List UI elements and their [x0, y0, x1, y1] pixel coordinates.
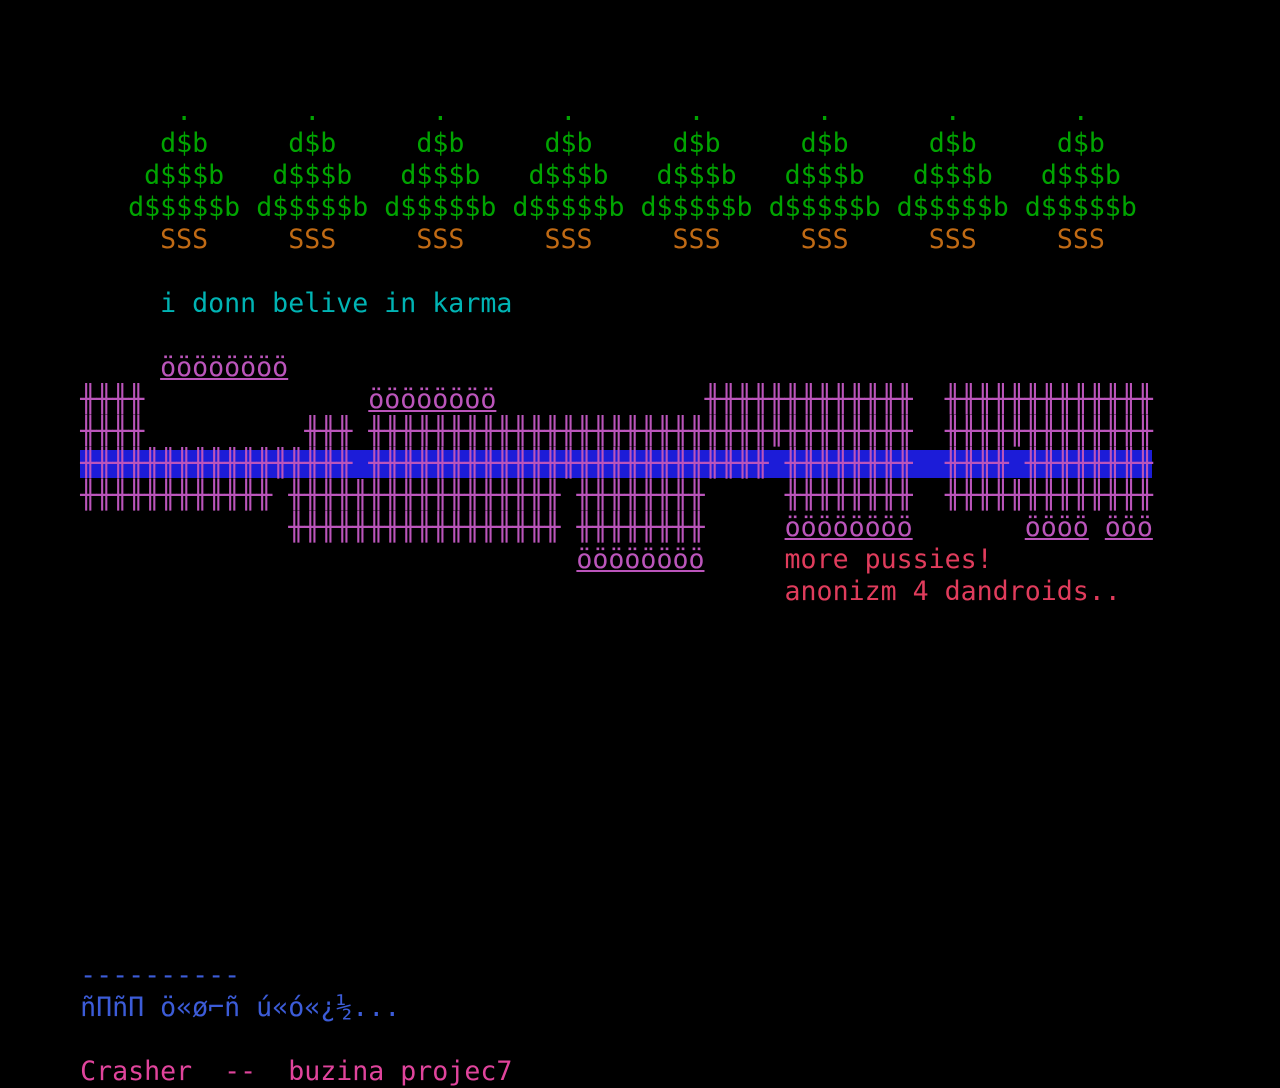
tree-top: . [944, 96, 961, 127]
tree-top: . [432, 96, 449, 127]
fence-block: ╫╫╫╫╫╫╫╫╫╫╫╫╫ [944, 384, 1153, 415]
tree-canopy: d$b [928, 128, 977, 159]
tree-top: . [304, 96, 321, 127]
more-pussies-text: more pussies! [784, 544, 993, 575]
tree-top: . [688, 96, 705, 127]
tree-top: . [1072, 96, 1089, 127]
tree-canopy: d$$$b [528, 160, 609, 191]
fence-block: ╫╫╫╫╫╫╫╫╫╫╫╫ [80, 480, 273, 511]
tree-trunk: SSS [288, 224, 337, 255]
art-line: d$$$b d$$$b d$$$b d$$$b d$$$b d$$$b d$$$… [0, 160, 1121, 192]
fence-block: ╫╫╫╫╫╫╫╫╫╫╫╫╫ [944, 480, 1153, 511]
tree-top: . [560, 96, 577, 127]
tree-canopy: d$$$$$b [256, 192, 369, 223]
tree-canopy: d$$$b [272, 160, 353, 191]
karma-text: i donn belive in karma [160, 288, 513, 319]
art-line: . . . . . . . . [0, 96, 1089, 128]
art-line: d$b d$b d$b d$b d$b d$b d$b d$b [0, 128, 1105, 160]
tree-trunk: SSS [544, 224, 593, 255]
tree-canopy: d$$$$$b [384, 192, 497, 223]
tree-top: . [176, 96, 193, 127]
blue-bar [80, 450, 1152, 478]
fence-block: ╫╫╫ [304, 416, 353, 447]
art-line: ╫╫╫╫╫╫╫╫╫╫╫╫╫╫╫╫╫ ╫╫╫╫╫╫╫╫ öööööööö öööö… [0, 512, 1153, 544]
tree-canopy: d$$$b [912, 160, 993, 191]
tree-canopy: d$$$b [784, 160, 865, 191]
tree-canopy: d$$$$$b [896, 192, 1009, 223]
tree-canopy: d$$$b [400, 160, 481, 191]
fence-ornament: ööö [1104, 512, 1153, 543]
art-line: anonizm 4 dandroids.. [0, 576, 1121, 608]
art-line: ╫╫╫╫ ╫╫╫ ╫╫╫╫╫╫╫╫╫╫╫╫╫╫╫╫╫╫╫╫╫╫╫╫╫╫╫╫╫╫╫… [0, 416, 1153, 448]
tree-canopy: d$b [800, 128, 849, 159]
tree-canopy: d$$$$$b [128, 192, 241, 223]
fence-ornament: öööööööö [784, 512, 913, 543]
tree-trunk: SSS [800, 224, 849, 255]
fence-block: ╫╫╫╫╫╫╫╫ [576, 480, 705, 511]
fence-block: ╫╫╫╫╫╫╫╫╫╫╫╫╫╫╫╫╫ [288, 512, 561, 543]
tree-canopy: d$$$$$b [512, 192, 625, 223]
tree-trunk: SSS [1056, 224, 1105, 255]
tree-trunk: SSS [416, 224, 465, 255]
fence-block: ╫╫╫╫╫╫╫╫╫╫╫╫╫ [944, 416, 1153, 447]
art-line: öööööööö [0, 352, 288, 384]
tree-canopy: d$$$$$b [640, 192, 753, 223]
divider-dashes: ---------- [80, 960, 241, 991]
tree-canopy: d$b [416, 128, 465, 159]
fence-block: ╫╫╫╫╫╫╫╫ [784, 480, 913, 511]
tree-trunk: SSS [928, 224, 977, 255]
art-line: i donn belive in karma [0, 288, 512, 320]
fence-block: ╫╫╫╫╫╫╫╫ [784, 448, 913, 479]
fence-block: ╫╫╫╫ [80, 416, 145, 447]
fence-block: ╫╫╫╫ [944, 448, 1009, 479]
fence-ornament: öööö [1024, 512, 1089, 543]
tree-canopy: d$$$$$b [1024, 192, 1137, 223]
fence-block: ╫╫╫╫╫╫╫╫╫╫╫╫╫ [704, 384, 913, 415]
fence-block: ╫╫╫╫╫╫╫╫╫╫╫╫╫╫╫╫╫╫╫╫╫╫╫╫╫ [368, 448, 769, 479]
fence-block: ╫╫╫╫╫╫╫╫ [1024, 448, 1153, 479]
signature-text: Crasher -- buzina projec7 [80, 1056, 513, 1087]
anonizm-text: anonizm 4 dandroids.. [784, 576, 1121, 607]
fence-block: ╫╫╫╫╫╫╫╫╫╫╫╫╫╫╫╫╫ [80, 448, 353, 479]
tree-canopy: d$$$b [1040, 160, 1121, 191]
art-line: ---------- [0, 960, 240, 992]
fence-ornament: öööööööö [576, 544, 705, 575]
fence-block: ╫╫╫╫ [80, 384, 145, 415]
fence-block: ╫╫╫╫╫╫╫╫ [576, 512, 705, 543]
art-line: d$$$$$b d$$$$$b d$$$$$b d$$$$$b d$$$$$b … [0, 192, 1137, 224]
art-line: SSS SSS SSS SSS SSS SSS SSS SSS [0, 224, 1105, 256]
art-line: ╫╫╫╫ öööööööö ╫╫╫╫╫╫╫╫╫╫╫╫╫ ╫╫╫╫╫╫╫╫╫╫╫╫… [0, 384, 1153, 416]
art-line: öööööööö more pussies! [0, 544, 993, 576]
art-line: Crasher -- buzina projec7 [0, 1056, 512, 1088]
fence-block: ╫╫╫╫╫╫╫╫╫╫╫╫╫╫╫╫╫╫╫╫╫╫╫╫╫╫╫╫╫╫╫╫╫╫ [368, 416, 913, 447]
tree-canopy: d$b [544, 128, 593, 159]
tree-canopy: d$$$b [656, 160, 737, 191]
fence-ornament: öööööööö [368, 384, 497, 415]
tree-top: . [816, 96, 833, 127]
art-line: ╫╫╫╫╫╫╫╫╫╫╫╫ ╫╫╫╫╫╫╫╫╫╫╫╫╫╫╫╫╫ ╫╫╫╫╫╫╫╫ … [0, 480, 1153, 512]
fence-block: ╫╫╫╫╫╫╫╫╫╫╫╫╫╫╫╫╫ [288, 480, 561, 511]
art-line: ñΠñΠ ö«ø⌐ñ ú«ó«¿½... [0, 992, 400, 1024]
tree-trunk: SSS [160, 224, 209, 255]
tree-canopy: d$b [1056, 128, 1105, 159]
tree-canopy: d$b [288, 128, 337, 159]
tree-canopy: d$b [672, 128, 721, 159]
fence-ornament: öööööööö [160, 352, 289, 383]
mojibake-text: ñΠñΠ ö«ø⌐ñ ú«ó«¿½... [80, 992, 401, 1023]
tree-trunk: SSS [672, 224, 721, 255]
tree-canopy: d$b [160, 128, 209, 159]
tree-canopy: d$$$b [144, 160, 225, 191]
tree-canopy: d$$$$$b [768, 192, 881, 223]
art-line: ╫╫╫╫╫╫╫╫╫╫╫╫╫╫╫╫╫ ╫╫╫╫╫╫╫╫╫╫╫╫╫╫╫╫╫╫╫╫╫╫… [0, 448, 1153, 480]
